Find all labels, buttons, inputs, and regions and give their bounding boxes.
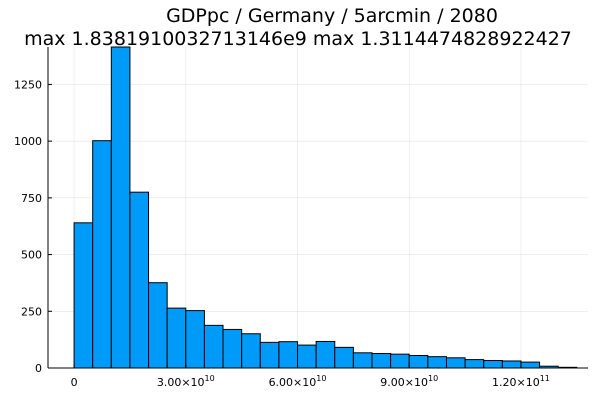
histogram-bar [371,352,392,369]
y-tick-label: 250 [21,305,42,318]
y-tick-label: 500 [21,249,42,262]
histogram-bar [222,328,243,369]
x-tick-label: 9.00×1010 [380,374,438,389]
tick-label-layer: 0 3.00×1010 6.00×1010 9.00×1010 1.20×1011 0 25… [14,78,550,389]
axis-layer [47,47,588,369]
histogram-bar [427,356,447,369]
y-tick-label: 1250 [14,78,42,91]
histogram-bar [278,341,299,369]
histogram-bar [241,333,261,369]
histogram-bar [110,46,131,369]
histogram-bar [464,359,485,369]
histogram-bar [352,352,373,369]
chart-title: GDPpc / Germany / 5arcmin / 2080 max 1.8… [24,5,572,50]
histogram-bar [315,340,336,369]
histogram-bar [259,341,280,369]
histogram-bar [483,360,503,369]
y-tick-label: 1000 [14,135,42,148]
histogram-bar [203,324,224,369]
histogram-bar [166,307,187,369]
histogram-bar [129,191,150,369]
x-tick-label: 1.20×1011 [492,374,550,389]
histogram-bar [408,355,429,369]
histogram-bar [73,222,94,369]
x-tick-label: 6.00×1010 [269,374,327,389]
histogram-bar [520,361,541,369]
y-tick-label: 0 [35,362,42,375]
histogram-bar [334,346,354,369]
histogram-bar [390,353,410,369]
bar-layer [73,46,578,369]
y-tick-label: 750 [21,192,42,205]
histogram-bar [185,310,205,369]
chart-title-line-2: max 1.8381910032713146e9 max 1.311447482… [24,28,572,50]
x-tick-label: 0 [71,376,78,389]
histogram-bar [501,360,522,369]
x-tick-label: 3.00×1010 [157,374,215,389]
chart-title-line-1: GDPpc / Germany / 5arcmin / 2080 [166,5,498,27]
histogram-bar [148,282,168,369]
histogram-bar [92,140,112,369]
histogram-bar [445,357,466,369]
histogram-bar [297,344,317,369]
